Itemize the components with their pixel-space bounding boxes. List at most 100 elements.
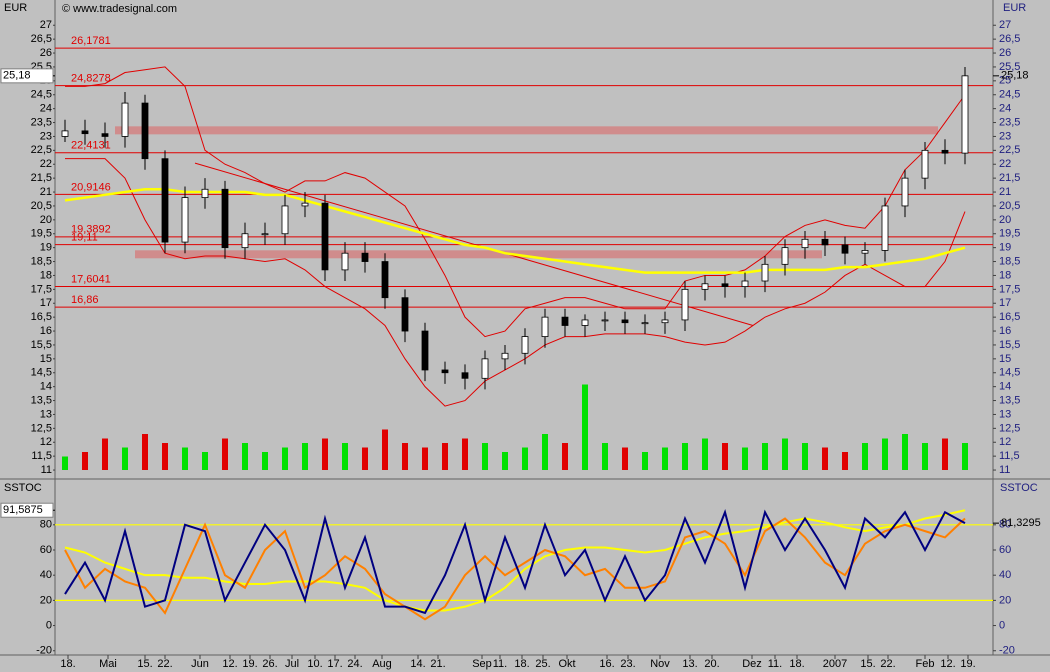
x-tick-label: 19.: [960, 658, 975, 670]
candle-body: [61, 130, 69, 137]
volume-bar: [622, 447, 628, 470]
volume-bar: [902, 434, 908, 470]
candle-body: [821, 238, 829, 246]
price-plot: 26,1781 24,8278 22,4131 20,9146 19,389219,11…: [55, 35, 993, 470]
y-tick-label: 18,5: [31, 255, 52, 267]
y-tick-label: 21: [999, 186, 1011, 198]
y-tick-label: -20: [36, 645, 52, 657]
volume-bar: [682, 443, 688, 470]
y-tick-label: 24: [40, 103, 52, 115]
y-tick-label: 24,5: [999, 89, 1020, 101]
y-tick-label: 23: [40, 130, 52, 142]
candle-body: [621, 319, 629, 324]
y-tick-label: 22: [999, 158, 1011, 170]
x-tick-label: Nov: [650, 658, 670, 670]
candle-body: [641, 322, 649, 325]
candle-body: [961, 75, 969, 154]
y-tick-label: 26: [999, 47, 1011, 59]
y-tick-label: 60: [999, 544, 1011, 556]
y-tick-label: 22: [40, 158, 52, 170]
y-tick-label: 15: [999, 353, 1011, 365]
x-tick-label: 2007: [823, 658, 847, 670]
y-tick-label: 24,5: [31, 89, 52, 101]
y-tick-label: 17,5: [999, 283, 1020, 295]
y-tick-label: 15,5: [999, 339, 1020, 351]
x-tick-label: 21.: [430, 658, 445, 670]
y-tick-label: 60: [40, 544, 52, 556]
volume-bar: [182, 447, 188, 470]
candle-body: [841, 244, 849, 254]
x-tick-label: Mai: [99, 658, 117, 670]
candle-body: [601, 319, 609, 322]
x-tick-label: 19.: [242, 658, 257, 670]
y-tick-label: 16: [40, 325, 52, 337]
volume-bar: [122, 447, 128, 470]
volume-bar: [562, 443, 568, 470]
x-tick-label: 17.: [327, 658, 342, 670]
volume-bar: [442, 443, 448, 470]
y-tick-label: 16: [999, 325, 1011, 337]
y-tick-label: 19,5: [999, 228, 1020, 240]
price-marker-label: 25,18: [3, 70, 31, 82]
y-tick-label: 11: [41, 464, 52, 476]
x-tick-label: 18.: [60, 658, 75, 670]
level-label: 20,9146: [71, 181, 111, 193]
volume-bar: [522, 447, 528, 470]
y-tick-label: 26: [40, 47, 52, 59]
indicator-line: [65, 66, 966, 338]
candle-body: [661, 319, 669, 324]
candle-body: [201, 188, 209, 199]
level-label: 17,6041: [71, 273, 111, 285]
candle-body: [501, 352, 509, 360]
x-tick-label: 26.: [262, 658, 277, 670]
y-axis-label: SSTOC: [4, 482, 42, 494]
volume-bar: [322, 438, 328, 470]
candle-body: [921, 149, 929, 179]
y-tick-label: 23: [999, 130, 1011, 142]
x-tick-label: 15.: [860, 658, 875, 670]
candle-body: [561, 316, 569, 326]
volume-bar: [662, 447, 668, 470]
volume-bar: [822, 447, 828, 470]
y-tick-label: 20: [40, 594, 52, 606]
candle-body: [341, 252, 349, 271]
y-tick-label: 12: [40, 436, 52, 448]
y-tick-label: 20,5: [31, 200, 52, 212]
volume-bar: [762, 443, 768, 470]
candle-body: [781, 247, 789, 265]
y-tick-label: 27: [40, 19, 52, 31]
y-axis-label: EUR: [4, 2, 27, 14]
chart-title: © www.tradesignal.com: [62, 3, 177, 15]
y-tick-label: 24: [999, 103, 1011, 115]
volume-bar: [222, 438, 228, 470]
x-tick-label: 12.: [940, 658, 955, 670]
level-label: 24,8278: [71, 73, 111, 85]
y-tick-label: 11: [999, 464, 1010, 476]
zone: [135, 250, 822, 259]
volume-bar: [782, 438, 788, 470]
x-tick-label: 22.: [157, 658, 172, 670]
price-marker-label: 25,18: [1001, 70, 1029, 82]
y-tick-label: -20: [999, 645, 1015, 657]
y-tick-label: 26,5: [999, 33, 1020, 45]
candle-body: [181, 197, 189, 243]
y-tick-label: 17,5: [31, 283, 52, 295]
y-tick-label: 18: [999, 269, 1011, 281]
indicator-line: [64, 509, 966, 612]
x-tick-label: Sep: [472, 658, 492, 670]
volume-bar: [502, 452, 508, 470]
candle-body: [401, 297, 409, 332]
y-tick-label: 13: [999, 408, 1011, 420]
y-tick-label: 80: [40, 519, 52, 531]
volume-bar: [602, 443, 608, 470]
y-tick-label: 26,5: [31, 33, 52, 45]
candle-body: [801, 238, 809, 249]
x-tick-label: Dez: [742, 658, 762, 670]
y-tick-label: 14: [40, 381, 52, 393]
y-tick-label: 21,5: [31, 172, 52, 184]
x-tick-label: 10.: [307, 658, 322, 670]
candle-body: [421, 330, 429, 371]
candle-body: [81, 130, 89, 135]
x-tick-label: 11.: [768, 658, 782, 670]
y-tick-label: 17: [40, 297, 52, 309]
